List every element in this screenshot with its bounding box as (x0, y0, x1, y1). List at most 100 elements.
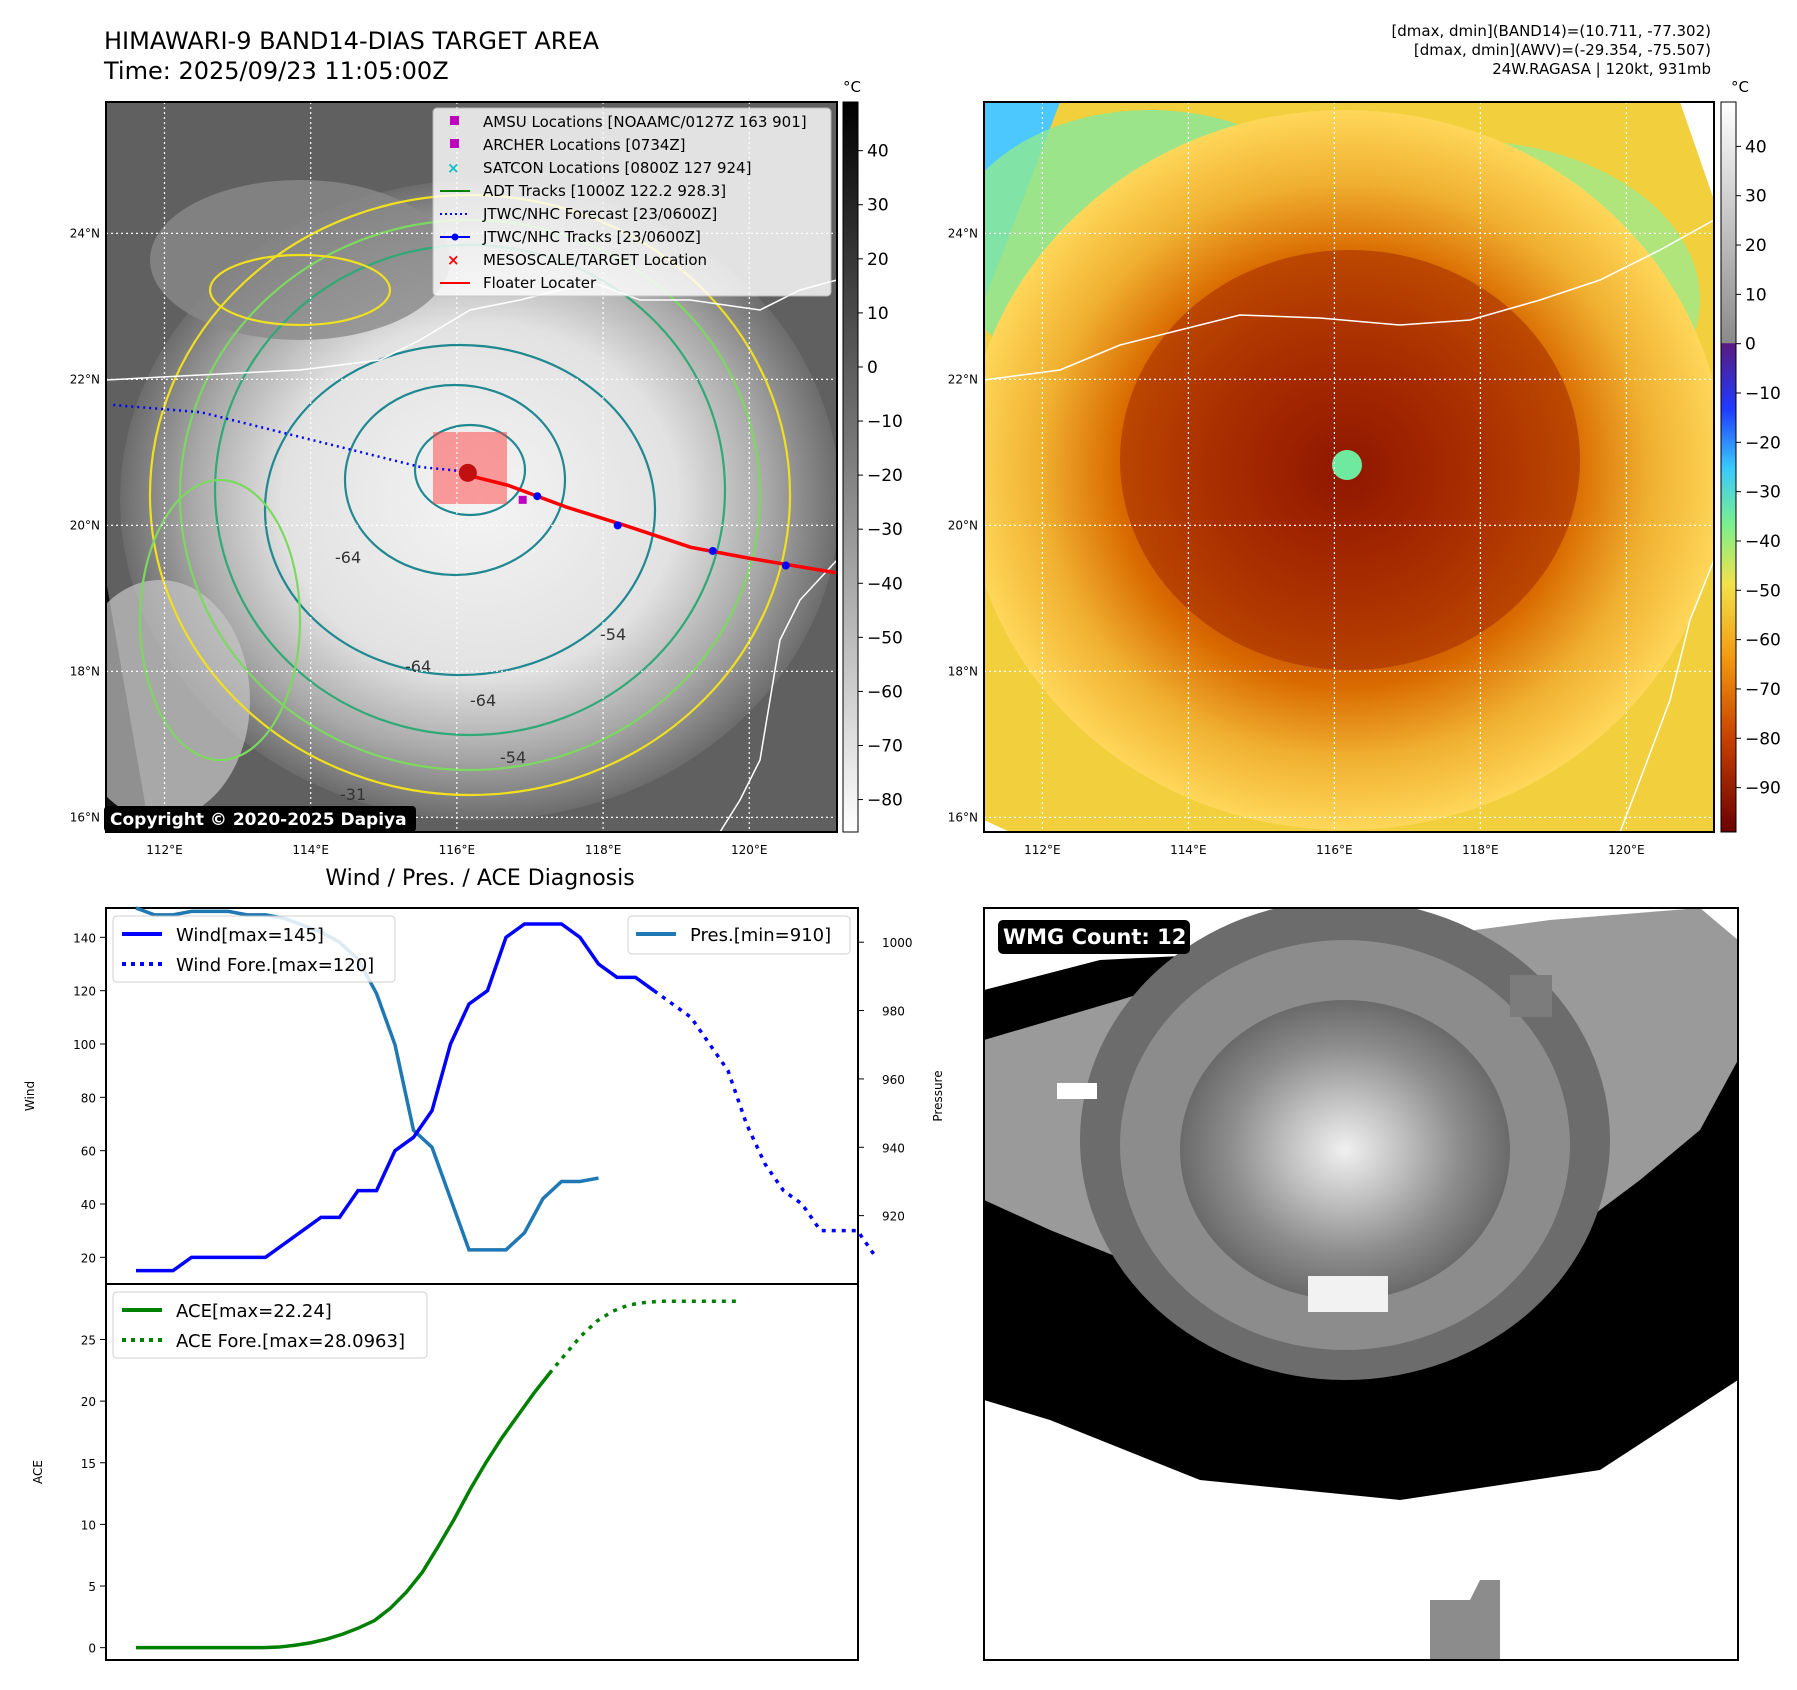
wind-pressure-chart: 20 40 60 80 100 120 140 920 940 960 980 1000 Wind P… (23, 906, 945, 1285)
colorbar-tick-label: −30 (867, 520, 903, 540)
diagnosis-title: Wind / Pres. / ACE Diagnosis (325, 866, 634, 891)
legend-label: MESOSCALE/TARGET Location (483, 251, 707, 269)
copyright-text: Copyright © 2020-2025 Dapiya (110, 810, 407, 830)
ace-forecast-line (548, 1299, 741, 1375)
map-gridlines (984, 102, 1714, 832)
lon-tick-label: 116°E (439, 843, 476, 857)
colorbar-tick-label: 40 (867, 142, 889, 162)
lat-tick-label: 18°N (948, 664, 978, 678)
ace-axis-label: ACE (31, 1460, 45, 1484)
map-legend: AMSU Locations [NOAAMC/0127Z 163 901] ARC… (432, 107, 832, 297)
legend-marker-square (450, 116, 459, 125)
contour-label: -64 (470, 691, 496, 710)
colorbar-tick-label: −60 (1745, 631, 1781, 651)
lon-tick-label: 120°E (1608, 843, 1645, 857)
contour-label: -64 (335, 548, 361, 567)
lat-tick-label: 24°N (70, 226, 100, 240)
map-tick-labels: 112°E 114°E 116°E 118°E 120°E 16°N 18°N 20°N 22°… (70, 226, 1645, 857)
lat-tick-label: 18°N (70, 664, 100, 678)
colorbar-tick-label: −30 (1745, 483, 1781, 503)
legend-label: ADT Tracks [1000Z 122.2 928.3] (483, 182, 726, 200)
colorbar-tick-label: 10 (867, 304, 889, 324)
pressure-legend: Pres.[min=910] (627, 915, 851, 955)
legend-marker-square (450, 139, 459, 148)
lat-tick-label: 22°N (70, 372, 100, 386)
legend-marker-x: × (447, 159, 460, 177)
colorbar-right-unit: °C (1731, 78, 1749, 96)
colorbar-tick-label: −40 (867, 574, 903, 594)
lon-tick-label: 118°E (1462, 843, 1499, 857)
colorbar-tick-label: −70 (1745, 680, 1781, 700)
lon-tick-label: 116°E (1316, 843, 1353, 857)
pressure-ytick-label: 920 (882, 1210, 905, 1224)
lon-tick-label: 120°E (731, 843, 768, 857)
colorbar-tick-label: 30 (867, 196, 889, 216)
colorbar-left-unit: °C (843, 78, 861, 96)
wind-fore-legend-label: Wind Fore.[max=120] (176, 955, 374, 976)
wmg-panel (984, 908, 1738, 1660)
forecast-track (113, 403, 458, 472)
lon-tick-label: 112°E (146, 843, 183, 857)
coastline (1619, 559, 1714, 832)
colorbar-tick-label: 40 (1745, 137, 1767, 157)
ace-fore-legend-label: ACE Fore.[max=28.0963] (176, 1331, 405, 1352)
title-line1: HIMAWARI-9 BAND14-DIAS TARGET AREA (104, 27, 600, 55)
wmg-frame (983, 907, 1739, 1661)
legend-label: SATCON Locations [0800Z 127 924] (483, 159, 751, 177)
colorbar-tick-label: 0 (1745, 335, 1756, 355)
legend-label: Floater Locater (483, 274, 597, 292)
lon-tick-label: 114°E (1170, 843, 1207, 857)
ace-legend: ACE[max=22.24] ACE Fore.[max=28.0963] (112, 1291, 428, 1359)
pressure-axis-label: Pressure (931, 1070, 945, 1121)
ir-map-frame (105, 101, 838, 833)
coastline (719, 559, 837, 832)
copyright-badge: Copyright © 2020-2025 Dapiya (104, 806, 416, 832)
wmg-count-badge: WMG Count: 12 (998, 920, 1190, 954)
legend-marker-x: × (447, 251, 460, 269)
pressure-ytick-label: 960 (882, 1073, 905, 1087)
wind-ytick-label: 40 (81, 1198, 96, 1212)
colorbar-tick-label: −80 (867, 791, 903, 811)
wmg-count-text: WMG Count: 12 (1003, 925, 1186, 949)
colorbar-tick-label: 20 (1745, 236, 1767, 256)
colorbar-tick-label: −50 (1745, 581, 1781, 601)
legend-label: ARCHER Locations [0734Z] (483, 136, 686, 154)
wmg-eye (1308, 1276, 1388, 1312)
ace-ytick-label: 15 (81, 1457, 96, 1471)
colorbar-tick-label: −90 (1745, 779, 1781, 799)
wind-legend-label: Wind[max=145] (176, 925, 324, 946)
ace-chart: 0 5 10 15 20 25 ACE ACE[max=22.24] ACE Fore.[… (31, 1283, 859, 1661)
colorbar-tick-label: −40 (1745, 532, 1781, 552)
stats-line1: [dmax, dmin](BAND14)=(10.711, -77.302) (1391, 22, 1711, 40)
page-title: HIMAWARI-9 BAND14-DIAS TARGET AREA Time:… (104, 26, 599, 86)
ace-line (136, 1372, 551, 1650)
ace-ytick-label: 10 (81, 1518, 96, 1532)
lat-tick-label: 16°N (70, 810, 100, 824)
wind-ytick-label: 60 (81, 1145, 96, 1159)
wind-ytick-label: 100 (73, 1038, 96, 1052)
colorbar-tick-label: 0 (867, 358, 878, 378)
storm-eye (1332, 450, 1362, 480)
title-line2: Time: 2025/09/23 11:05:00Z (104, 57, 449, 85)
jtwc-track-point (533, 492, 542, 501)
colorbar-tick-label: −50 (867, 628, 903, 648)
ace-ytick-label: 0 (88, 1642, 96, 1656)
pressure-ytick-label: 940 (882, 1141, 905, 1155)
stats-line3: 24W.RAGASA | 120kt, 931mb (1492, 60, 1711, 78)
ace-ytick-label: 5 (88, 1580, 96, 1594)
lon-tick-label: 114°E (292, 843, 329, 857)
wind-ytick-label: 140 (73, 931, 96, 945)
lat-tick-label: 24°N (948, 226, 978, 240)
storm-tracks (113, 403, 837, 575)
colorbar-tick-label: 30 (1745, 187, 1767, 207)
wind-axis-label: Wind (23, 1081, 37, 1111)
lon-tick-label: 118°E (585, 843, 622, 857)
coastline (984, 219, 1714, 381)
contour-label: -54 (600, 625, 626, 644)
stats-line2: [dmax, dmin](AWV)=(-29.354, -75.507) (1413, 41, 1711, 59)
ir-map-panel: -64 -64 -64 -54 -54 -31 (106, 102, 837, 832)
ace-ytick-label: 25 (81, 1333, 96, 1347)
lat-tick-label: 22°N (948, 372, 978, 386)
jtwc-track-point (708, 546, 717, 555)
